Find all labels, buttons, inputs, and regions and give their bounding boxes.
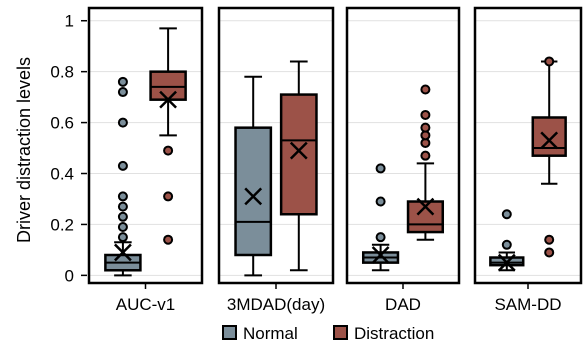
outlier-point bbox=[420, 150, 431, 161]
mean-marker bbox=[244, 187, 263, 206]
outlier-point bbox=[420, 122, 431, 133]
outlier-point bbox=[117, 201, 128, 212]
legend-label: Distraction bbox=[354, 324, 434, 343]
box-normal bbox=[489, 209, 525, 272]
mean-marker bbox=[416, 197, 435, 216]
outlier-point bbox=[420, 109, 431, 120]
x-tick-label: DAD bbox=[385, 295, 421, 314]
chart-panels: AUC-v1 3MDAD(day) DAD SAM-DD bbox=[87, 6, 583, 314]
x-tick-label: 3MDAD(day) bbox=[227, 295, 325, 314]
legend-swatch bbox=[222, 325, 237, 340]
legend-label: Normal bbox=[243, 324, 298, 343]
panel-dad: DAD bbox=[345, 6, 461, 314]
box-normal bbox=[234, 75, 273, 277]
panel-frame bbox=[345, 6, 461, 285]
box-iqr bbox=[234, 126, 273, 257]
outlier-point bbox=[163, 145, 174, 156]
mean-marker bbox=[114, 243, 132, 262]
box-normal bbox=[361, 163, 400, 272]
outlier-point bbox=[117, 160, 128, 171]
panel-3mdad-day-: 3MDAD(day) bbox=[217, 6, 335, 314]
mean-marker bbox=[371, 246, 390, 264]
outlier-point bbox=[117, 87, 128, 98]
y-tick-label: 0.2 bbox=[50, 215, 74, 234]
box-iqr bbox=[279, 93, 318, 216]
outlier-point bbox=[117, 191, 128, 202]
y-tick-label: 0.8 bbox=[50, 63, 74, 82]
legend-item-normal: Normal bbox=[222, 324, 298, 343]
box-normal bbox=[104, 76, 142, 277]
outlier-point bbox=[501, 239, 512, 250]
mean-marker bbox=[540, 131, 559, 150]
y-tick-label: 1 bbox=[65, 12, 74, 31]
legend-item-distraction: Distraction bbox=[333, 324, 434, 343]
y-tick-label: 0.4 bbox=[50, 165, 74, 184]
y-axis-label: Driver distraction levels bbox=[14, 57, 34, 243]
outlier-point bbox=[117, 221, 128, 232]
y-tick-label: 0.6 bbox=[50, 114, 74, 133]
outlier-point bbox=[375, 232, 386, 243]
y-axis: 0 0.2 0.4 0.6 0.8 1 bbox=[50, 12, 87, 285]
mean-marker bbox=[497, 253, 516, 272]
mean-marker bbox=[289, 141, 308, 160]
box-iqr bbox=[531, 116, 567, 157]
outlier-point bbox=[375, 196, 386, 207]
x-tick-label: AUC-v1 bbox=[116, 295, 176, 314]
legend: Normal Distraction bbox=[222, 324, 434, 343]
panel-sam-dd: SAM-DD bbox=[473, 6, 583, 314]
outlier-point bbox=[420, 84, 431, 95]
box-distraction bbox=[531, 56, 567, 258]
box-distraction bbox=[279, 60, 318, 272]
outlier-point bbox=[544, 247, 555, 258]
outlier-point bbox=[544, 56, 555, 67]
box-distraction bbox=[149, 27, 187, 245]
outlier-point bbox=[163, 234, 174, 245]
outlier-point bbox=[117, 76, 128, 87]
outlier-point bbox=[117, 232, 128, 243]
outlier-point bbox=[163, 191, 174, 202]
outlier-point bbox=[501, 209, 512, 220]
outlier-point bbox=[117, 211, 128, 222]
y-tick-label: 0 bbox=[65, 266, 74, 285]
panel-auc-v1: AUC-v1 bbox=[87, 6, 204, 314]
box-distraction bbox=[406, 84, 445, 241]
outlier-point bbox=[375, 163, 386, 174]
box-iqr bbox=[149, 70, 187, 101]
outlier-point bbox=[544, 234, 555, 245]
x-tick-label: SAM-DD bbox=[494, 295, 561, 314]
mean-marker bbox=[159, 90, 177, 109]
outlier-point bbox=[117, 117, 128, 128]
legend-swatch bbox=[333, 325, 348, 340]
panel-frame bbox=[87, 6, 204, 285]
